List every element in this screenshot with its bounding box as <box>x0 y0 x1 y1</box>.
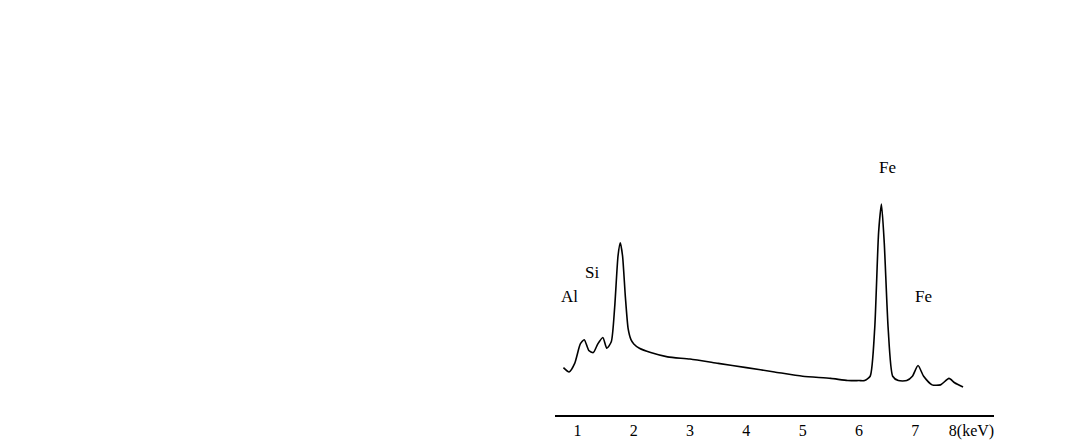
svg-text:1: 1 <box>574 422 582 439</box>
svg-text:4: 4 <box>742 422 750 439</box>
svg-text:7: 7 <box>911 422 919 439</box>
svg-text:Si: Si <box>585 263 599 282</box>
svg-text:6: 6 <box>855 422 863 439</box>
svg-text:Al: Al <box>561 287 578 306</box>
svg-text:Fe: Fe <box>915 287 932 306</box>
svg-text:8(keV): 8(keV) <box>949 422 994 440</box>
svg-text:3: 3 <box>686 422 694 439</box>
svg-text:Fe: Fe <box>879 158 896 177</box>
svg-text:2: 2 <box>630 422 638 439</box>
svg-text:5: 5 <box>799 422 807 439</box>
